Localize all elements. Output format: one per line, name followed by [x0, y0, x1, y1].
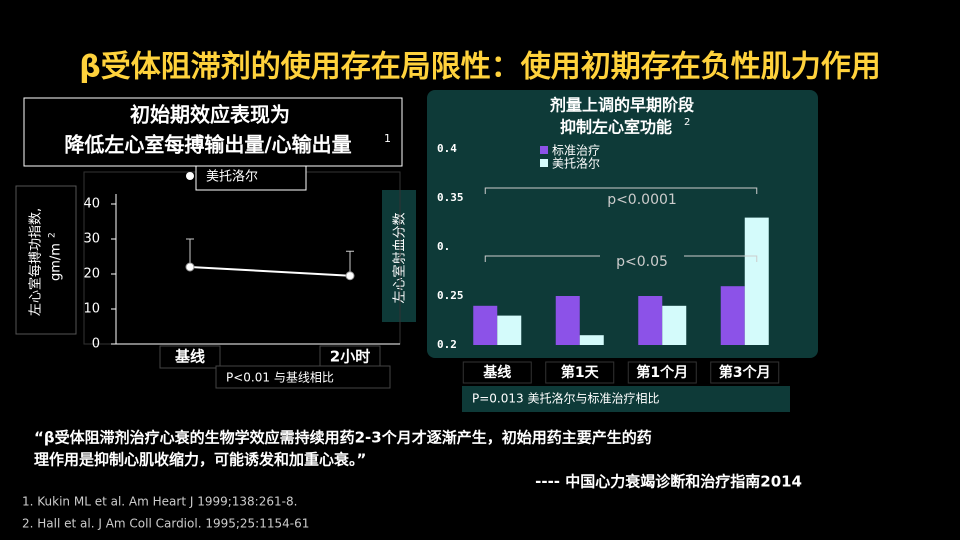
x-tick-label: 基线 — [174, 348, 205, 366]
left-ylabel-box — [15, 185, 77, 335]
bar — [662, 305, 687, 345]
category-box — [710, 361, 780, 384]
left-title-superscript: 1 — [384, 132, 391, 145]
category-box — [545, 361, 615, 384]
legend-swatch — [540, 146, 548, 154]
right-title: 剂量上调的早期阶段 — [550, 96, 695, 115]
left-title: 初始期效应表现为 — [130, 103, 290, 127]
reference: 1. Kukin ML et al. Am Heart J 1999;138:2… — [22, 495, 297, 509]
x-tick-label: 第1天 — [561, 364, 600, 381]
y-tick-label: 10 — [83, 302, 100, 317]
reference: 2. Hall et al. J Am Coll Cardiol. 1995;2… — [22, 517, 309, 531]
right-ylabel-box — [382, 190, 416, 322]
point — [185, 262, 195, 272]
legend-label: 美托洛尔 — [206, 170, 258, 185]
legend-marker — [186, 172, 194, 180]
legend-swatch — [540, 159, 548, 167]
y-tick-label: 0. — [437, 240, 450, 253]
bar — [579, 335, 604, 345]
annotation-box — [462, 386, 790, 412]
x-tick-label: 基线 — [483, 364, 511, 381]
annotation: p<0.05 — [616, 254, 668, 270]
y-tick-label: 0.25 — [437, 289, 464, 302]
category-box — [462, 361, 532, 384]
bar — [497, 315, 522, 345]
right-title: 抑制左心室功能 — [560, 118, 672, 137]
bar — [720, 286, 745, 345]
y-tick-label: 40 — [83, 197, 100, 212]
x-tick-label: 2小时 — [330, 348, 370, 366]
y-tick-label: 0 — [92, 337, 100, 352]
right-panel — [427, 90, 818, 358]
y-tick-label: 0.2 — [437, 338, 457, 351]
left-y-label: gm/m — [49, 243, 64, 281]
bar — [555, 296, 580, 345]
x-tick-label: 第1个月 — [636, 364, 688, 381]
bar — [473, 305, 498, 345]
y-tick-label: 30 — [83, 232, 100, 247]
annotation: P<0.01 与基线相比 — [226, 371, 334, 385]
quote: 理作用是抑制心肌收缩力，可能诱发和加重心衰。” — [34, 451, 366, 469]
quote: “β受体阻滞剂治疗心衰的生物学效应需持续用药2-3个月才逐渐产生，初始用药主要产… — [34, 429, 652, 447]
y-tick-label: 0.4 — [437, 142, 457, 155]
category-box — [159, 345, 221, 369]
y-tick-label: 20 — [83, 267, 100, 282]
quote-source: ---- 中国心力衰竭诊断和治疗指南2014 — [535, 473, 802, 491]
left-y-label: 左心室每搏功指数, — [28, 208, 44, 316]
line — [189, 266, 351, 277]
legend-label: 标准治疗 — [552, 144, 600, 158]
left-y-label-superscript: 2 — [48, 232, 58, 238]
annotation: P=0.013 美托洛尔与标准治疗相比 — [472, 391, 659, 406]
category-box — [627, 361, 697, 384]
bar — [744, 217, 769, 345]
significance-bracket — [484, 187, 758, 194]
slide-title: β受体阻滞剂的使用存在局限性：使用初期存在负性肌力作用 — [79, 50, 880, 85]
annotation-bg — [600, 252, 684, 272]
legend-box — [195, 165, 307, 191]
x-tick-label: 第3个月 — [719, 364, 771, 381]
annotation-bg — [600, 190, 684, 210]
point — [345, 271, 355, 281]
left-title: 降低左心室每搏输出量/心输出量 — [64, 133, 351, 157]
left-title-box — [23, 97, 403, 167]
annotation: p<0.0001 — [607, 192, 677, 208]
legend-label: 美托洛尔 — [552, 156, 600, 171]
annotation-box — [215, 365, 391, 389]
y-tick-label: 0.35 — [437, 191, 464, 204]
bar — [638, 296, 663, 345]
right-title-superscript: 2 — [684, 117, 690, 128]
